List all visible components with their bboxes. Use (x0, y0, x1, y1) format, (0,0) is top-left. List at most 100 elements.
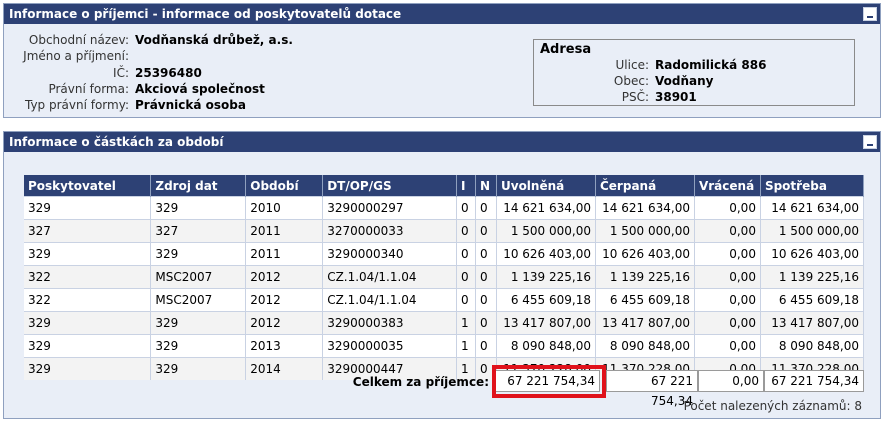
table-row[interactable]: 322 MSC2007 2012 CZ.1.04/1.1.04 0 0 1 139 225,… (24, 265, 865, 289)
address-value-city: Vodňany (655, 74, 714, 88)
recipient-info-panel: Informace o příjemci - informace od posk… (3, 3, 881, 118)
cell-dt-op-gs: CZ.1.04/1.1.04 (322, 265, 458, 289)
cell-data-source: 329 (150, 311, 247, 335)
cell-returned: 0,00 (694, 334, 761, 358)
cell-drawn: 1 500 000,00 (595, 219, 695, 243)
column-header-provider[interactable]: Poskytovatel (24, 175, 152, 197)
field-label-full-name: Jméno a příjmení: (23, 49, 129, 63)
column-header-data-source[interactable]: Zdroj dat (150, 175, 247, 197)
table-row[interactable]: 329 329 2012 3290000383 1 0 13 417 807,00 13 41… (24, 311, 865, 335)
cell-consumption: 1 500 000,00 (760, 219, 865, 243)
cell-provider: 327 (24, 219, 152, 243)
field-value-business-name: Vodňanská drůbež, a.s. (135, 33, 293, 47)
cell-dt-op-gs: 3290000447 (322, 357, 458, 380)
cell-provider: 329 (24, 311, 152, 335)
column-header-returned[interactable]: Vrácená (694, 175, 761, 197)
cell-dt-op-gs: 3270000033 (322, 219, 458, 243)
cell-i: 0 (456, 242, 477, 266)
cell-released: 6 455 609,18 (496, 288, 596, 312)
table-row[interactable]: 329 329 2014 3290000447 1 0 11 370 228,00 11 37… (24, 357, 865, 380)
amounts-table: Poskytovatel Zdroj dat Období DT/OP/GS I… (24, 175, 865, 380)
cell-period: 2014 (245, 357, 324, 380)
total-drawn: 67 221 754,34 (606, 370, 698, 408)
table-row[interactable]: 329 329 2011 3290000340 0 0 10 626 403,00 10 62… (24, 242, 865, 266)
table-row[interactable]: 327 327 2011 3270000033 0 0 1 500 000,00 1 500 … (24, 219, 865, 243)
cell-dt-op-gs: 3290000383 (322, 311, 458, 335)
cell-n: 0 (475, 334, 497, 358)
cell-period: 2011 (245, 242, 324, 266)
column-header-i[interactable]: I (456, 175, 477, 197)
cell-consumption: 1 139 225,16 (760, 265, 865, 289)
cell-n: 0 (475, 265, 497, 289)
table-header-row: Poskytovatel Zdroj dat Období DT/OP/GS I… (24, 175, 865, 197)
column-header-released[interactable]: Uvolněná (496, 175, 596, 197)
total-returned: 0,00 (698, 370, 764, 392)
cell-consumption: 14 621 634,00 (760, 196, 865, 220)
cell-provider: 322 (24, 265, 152, 289)
address-value-zip: 38901 (655, 90, 697, 104)
field-label-legal-form-type: Typ právní formy: (24, 98, 129, 112)
column-header-consumption[interactable]: Spotřeba (760, 175, 865, 197)
total-label: Celkem za příjemce: (352, 375, 489, 389)
cell-returned: 0,00 (694, 311, 761, 335)
cell-period: 2012 (245, 288, 324, 312)
cell-data-source: 329 (150, 242, 247, 266)
cell-i: 0 (456, 196, 477, 220)
total-consumption: 67 221 754,34 (764, 370, 864, 392)
column-header-n[interactable]: N (475, 175, 497, 197)
table-row[interactable]: 329 329 2013 3290000035 1 0 8 090 848,00 8 090 … (24, 334, 865, 358)
total-released: 67 221 754,34 (495, 370, 600, 392)
cell-released: 8 090 848,00 (496, 334, 596, 358)
amounts-panel: Informace o částkách za období Poskytova… (3, 131, 881, 419)
cell-drawn: 1 139 225,16 (595, 265, 695, 289)
cell-released: 1 500 000,00 (496, 219, 596, 243)
cell-released: 13 417 807,00 (496, 311, 596, 335)
cell-released: 14 621 634,00 (496, 196, 596, 220)
cell-n: 0 (475, 288, 497, 312)
cell-drawn: 13 417 807,00 (595, 311, 695, 335)
cell-data-source: 329 (150, 196, 247, 220)
address-label-zip: PSČ: (621, 90, 649, 104)
field-label-ico: IČ: (113, 66, 129, 80)
cell-period: 2012 (245, 265, 324, 289)
column-header-period[interactable]: Období (245, 175, 324, 197)
cell-drawn: 8 090 848,00 (595, 334, 695, 358)
cell-period: 2013 (245, 334, 324, 358)
cell-data-source: 329 (150, 334, 247, 358)
cell-drawn: 10 626 403,00 (595, 242, 695, 266)
cell-returned: 0,00 (694, 288, 761, 312)
cell-i: 1 (456, 311, 477, 335)
cell-n: 0 (475, 219, 497, 243)
cell-n: 0 (475, 196, 497, 220)
cell-i: 0 (456, 219, 477, 243)
field-label-business-name: Obchodní název: (28, 33, 129, 47)
column-header-dt-op-gs[interactable]: DT/OP/GS (322, 175, 458, 197)
cell-released: 1 139 225,16 (496, 265, 596, 289)
cell-consumption: 8 090 848,00 (760, 334, 865, 358)
field-label-legal-form: Právní forma: (48, 82, 129, 96)
table-row[interactable]: 322 MSC2007 2012 CZ.1.04/1.1.04 0 0 6 455 609,… (24, 288, 865, 312)
cell-returned: 0,00 (694, 196, 761, 220)
cell-consumption: 6 455 609,18 (760, 288, 865, 312)
amounts-panel-title: Informace o částkách za období (9, 135, 224, 149)
cell-dt-op-gs: 3290000035 (322, 334, 458, 358)
cell-returned: 0,00 (694, 265, 761, 289)
column-header-drawn[interactable]: Čerpaná (595, 175, 695, 197)
collapse-recipient-panel-button[interactable] (863, 7, 877, 21)
cell-i: 0 (456, 288, 477, 312)
cell-period: 2012 (245, 311, 324, 335)
address-label-city: Obec: (613, 74, 649, 88)
table-row[interactable]: 329 329 2010 3290000297 0 0 14 621 634,00 14 62… (24, 196, 865, 220)
cell-dt-op-gs: 3290000297 (322, 196, 458, 220)
collapse-amounts-panel-button[interactable] (863, 135, 877, 149)
cell-drawn: 14 621 634,00 (595, 196, 695, 220)
address-title: Adresa (540, 42, 592, 57)
cell-i: 1 (456, 357, 477, 380)
field-value-legal-form-type: Právnická osoba (135, 98, 246, 112)
field-value-legal-form: Akciová společnost (135, 82, 265, 96)
recipient-fields: Obchodní název: Vodňanská drůbež, a.s. J… (4, 32, 864, 112)
cell-n: 0 (475, 311, 497, 335)
cell-returned: 0,00 (694, 219, 761, 243)
cell-n: 0 (475, 242, 497, 266)
address-value-street: Radomilická 886 (655, 58, 767, 72)
